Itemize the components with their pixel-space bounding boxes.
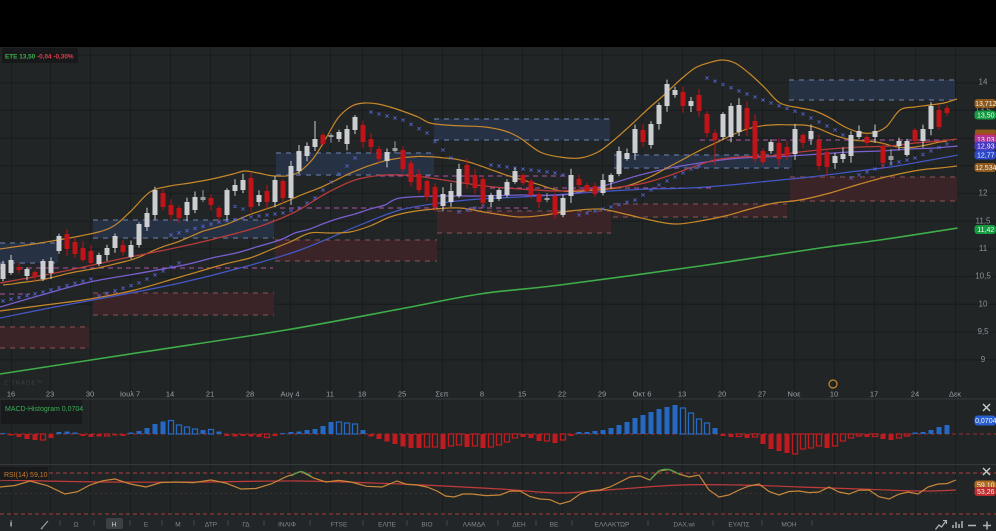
svg-text:21: 21: [206, 390, 214, 399]
svg-text:12,77: 12,77: [977, 153, 995, 160]
svg-text:13,50: 13,50: [977, 113, 995, 120]
svg-text:27: 27: [758, 390, 766, 399]
svg-text:13,03: 13,03: [977, 137, 995, 144]
svg-text:25: 25: [398, 390, 406, 399]
svg-text:ΕΥΑΠΣ: ΕΥΑΠΣ: [728, 522, 749, 529]
svg-text:9: 9: [981, 355, 986, 364]
svg-text:Νοε: Νοε: [788, 390, 802, 399]
svg-text:14: 14: [166, 390, 174, 399]
svg-text:Μ: Μ: [175, 522, 180, 529]
svg-text:RSI(14) 59,10: RSI(14) 59,10: [4, 472, 48, 479]
svg-text:18: 18: [358, 390, 366, 399]
svg-text:ΕΛΛΑΚΤΩΡ: ΕΛΛΑΚΤΩΡ: [595, 522, 630, 529]
svg-text:11: 11: [326, 390, 334, 399]
svg-text:ΔΕΗ: ΔΕΗ: [512, 522, 526, 529]
svg-text:11,5: 11,5: [976, 216, 992, 225]
svg-text:-0,04 -0,30%: -0,04 -0,30%: [37, 54, 74, 61]
svg-text:Z TRADE™: Z TRADE™: [4, 381, 43, 387]
svg-text:14: 14: [979, 78, 988, 87]
svg-text:ΔΤΡ: ΔΤΡ: [205, 522, 217, 529]
svg-text:20: 20: [718, 390, 726, 399]
svg-text:ΒΕ: ΒΕ: [550, 522, 559, 529]
svg-text:22: 22: [558, 390, 566, 399]
svg-text:Ω: Ω: [74, 522, 79, 529]
svg-text:ΙΝΛΙΦ: ΙΝΛΙΦ: [278, 522, 296, 529]
svg-text:17: 17: [870, 390, 878, 399]
svg-text:12,93: 12,93: [977, 144, 995, 151]
svg-text:53,26: 53,26: [977, 489, 995, 496]
svg-text:Ε: Ε: [144, 522, 149, 529]
svg-text:i: i: [10, 519, 12, 529]
svg-text:11: 11: [979, 244, 988, 253]
svg-text:12,534: 12,534: [975, 165, 996, 172]
svg-text:Αυγ 4: Αυγ 4: [280, 390, 299, 399]
svg-text:Ιουλ 7: Ιουλ 7: [120, 390, 140, 399]
svg-text:23: 23: [46, 390, 54, 399]
svg-text:FTSE: FTSE: [331, 522, 348, 529]
svg-text:10,5: 10,5: [975, 272, 991, 281]
svg-text:ΓΔ: ΓΔ: [242, 522, 250, 529]
svg-text:Δεκ: Δεκ: [949, 390, 961, 399]
svg-text:8: 8: [480, 390, 484, 399]
svg-text:9,5: 9,5: [977, 327, 989, 336]
svg-text:13,5: 13,5: [975, 105, 991, 114]
svg-text:ΕΛΠΕ: ΕΛΠΕ: [378, 522, 396, 529]
svg-text:0,0704: 0,0704: [975, 418, 996, 425]
svg-text:ΒΙΟ: ΒΙΟ: [421, 522, 432, 529]
svg-text:Οκτ 6: Οκτ 6: [633, 390, 652, 399]
svg-text:59,10: 59,10: [977, 483, 995, 490]
svg-text:ETE 13,50: ETE 13,50: [5, 54, 36, 61]
svg-text:13,712: 13,712: [975, 101, 996, 108]
svg-text:15: 15: [518, 390, 526, 399]
svg-text:DAX.wi: DAX.wi: [673, 522, 694, 529]
svg-text:ΛΑΜΔΑ: ΛΑΜΔΑ: [463, 522, 486, 529]
svg-text:16: 16: [7, 390, 15, 399]
svg-text:11,42: 11,42: [977, 227, 994, 234]
svg-text:MACD-Histogram 0,0704: MACD-Histogram 0,0704: [5, 406, 83, 413]
svg-text:28: 28: [246, 390, 254, 399]
svg-text:29: 29: [598, 390, 606, 399]
svg-text:13: 13: [678, 390, 686, 399]
svg-text:Η: Η: [112, 522, 117, 529]
svg-text:Σεπ: Σεπ: [435, 390, 448, 399]
svg-text:10: 10: [979, 299, 988, 308]
svg-text:30: 30: [86, 390, 94, 399]
svg-text:12: 12: [979, 189, 988, 198]
svg-text:24: 24: [911, 390, 919, 399]
svg-text:10: 10: [830, 390, 838, 399]
svg-text:ΜΟΗ: ΜΟΗ: [781, 522, 796, 529]
